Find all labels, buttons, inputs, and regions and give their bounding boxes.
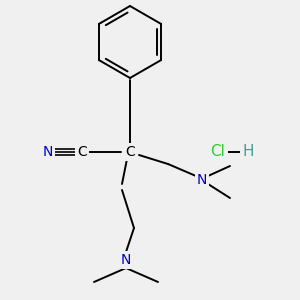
Text: N: N	[43, 145, 53, 159]
Text: N: N	[197, 173, 207, 187]
Text: N: N	[121, 253, 131, 267]
Text: C: C	[77, 145, 87, 159]
Text: H: H	[242, 145, 254, 160]
Text: C: C	[125, 145, 135, 159]
Text: Cl: Cl	[211, 145, 225, 160]
